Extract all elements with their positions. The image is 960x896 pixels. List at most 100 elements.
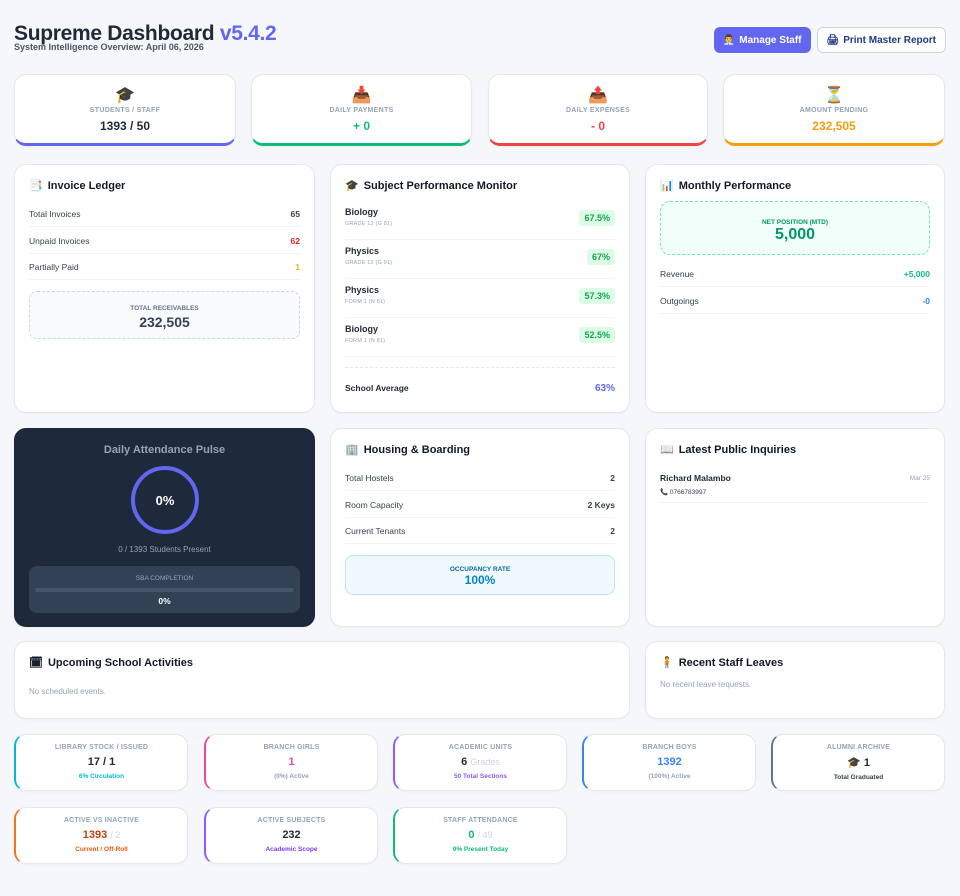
school-average-row: School Average 63% xyxy=(345,375,615,401)
subject-performance-title: Subject Performance Monitor xyxy=(363,179,518,192)
subject-percent-badge: 67.5% xyxy=(579,210,615,226)
row-label: Partially Paid xyxy=(29,261,79,272)
row-label: Room Capacity xyxy=(345,499,404,510)
row-value: 2 xyxy=(610,525,615,536)
mini-main-value: 1393 xyxy=(82,829,108,841)
list-item: Biology FORM 1 (N 81) 52.5% xyxy=(345,318,615,357)
list-item: Revenue +5,000 xyxy=(660,261,930,287)
mini-value: 1 xyxy=(206,756,377,768)
housing-boarding-card: 🏢 Housing & Boarding Total Hostels 2 Roo… xyxy=(330,428,630,627)
card-title: 🗓 Upcoming School Activities xyxy=(29,656,194,670)
mini-value: 1393 / 2 xyxy=(16,829,187,841)
mini-label: ALUMNI ARCHIVE xyxy=(826,744,891,751)
row-value: 62 xyxy=(290,235,300,246)
sba-completion-box: SBA COMPLETION 0% xyxy=(29,566,300,613)
row-value: 65 xyxy=(290,208,300,219)
receivables-value: 232,505 xyxy=(139,314,190,330)
leaves-title: Recent Staff Leaves xyxy=(678,656,784,669)
dashboard-title: Supreme Dashboard xyxy=(14,22,215,45)
mini-value: 6 Grades xyxy=(395,756,566,768)
list-item: Physics GRADE 12 (G 91) 67% xyxy=(345,240,615,279)
mini-label: ACTIVE SUBJECTS xyxy=(257,817,326,824)
activities-title: Upcoming School Activities xyxy=(47,656,194,669)
mini-footer: (0%) Active xyxy=(274,773,309,780)
monthly-performance-title: Monthly Performance xyxy=(678,179,792,192)
inquiry-item[interactable]: Richard Malambo Mar 25 📞 0766783997 xyxy=(660,471,930,503)
receivables-label: TOTAL RECEIVABLES xyxy=(130,305,199,312)
stat-card-amount-pending: ⏳ AMOUNT PENDING 232,505 xyxy=(723,74,945,146)
library-stock-card: LIBRARY STOCK / ISSUED 17 / 1 6% Circula… xyxy=(14,734,188,791)
occupancy-rate-box: OCCUPANCY RATE 100% xyxy=(345,555,615,595)
mini-main-value: 1 xyxy=(288,756,295,768)
inquiries-title: Latest Public Inquiries xyxy=(678,443,797,456)
page-subtitle: System Intelligence Overview: April 06, … xyxy=(14,42,204,52)
printer-icon: 🖨 xyxy=(826,34,840,46)
mini-label: BRANCH GIRLS xyxy=(263,744,320,751)
row-label: Total Invoices xyxy=(29,208,81,219)
inquiry-date: Mar 25 xyxy=(909,475,930,482)
inquiry-name: Richard Malambo xyxy=(660,473,731,483)
subject-percent-badge: 57.3% xyxy=(579,288,615,304)
attendance-title: Daily Attendance Pulse xyxy=(103,444,226,456)
monthly-performance-card: 📊 Monthly Performance NET POSITION (MTD)… xyxy=(645,164,945,413)
public-inquiries-card: 📖 Latest Public Inquiries Richard Malamb… xyxy=(645,428,945,627)
version-label: v5.4.2 xyxy=(219,22,277,45)
subject-name: Biology xyxy=(345,207,378,217)
mini-value: 1392 xyxy=(584,756,755,768)
subject-name: Physics xyxy=(345,285,380,295)
manage-staff-button[interactable]: 👨‍💼 Manage Staff xyxy=(713,27,811,53)
page-title: Supreme Dashboard v5.4.2 xyxy=(14,22,946,46)
mini-label: BRANCH BOYS xyxy=(642,744,697,751)
manage-staff-label: Manage Staff xyxy=(739,34,802,46)
stat-label: DAILY EXPENSES xyxy=(565,107,631,114)
revenue-label: Revenue xyxy=(660,268,695,279)
invoice-ledger-title: Invoice Ledger xyxy=(47,179,126,192)
attendance-ring: 0% xyxy=(131,466,199,534)
phone-number: 0766783997 xyxy=(669,489,707,496)
invoice-ledger-card: 📑 Invoice Ledger Total Invoices 65 Unpai… xyxy=(14,164,315,413)
person-icon: 🧍 xyxy=(660,657,674,669)
net-position-value: 5,000 xyxy=(774,226,816,243)
row-label: Unpaid Invoices xyxy=(29,235,90,246)
inbox-tray-icon: 📥 xyxy=(351,87,372,104)
mini-value: 17 / 1 xyxy=(16,756,187,768)
net-position-label: NET POSITION (MTD) xyxy=(761,219,829,226)
staff-leaves-card: 🧍 Recent Staff Leaves No recent leave re… xyxy=(645,641,945,719)
list-item: Total Invoices 65 xyxy=(29,201,300,227)
mini-label: ACADEMIC UNITS xyxy=(448,744,513,751)
phone-icon: 📞 xyxy=(660,489,669,496)
alumni-archive-card: ALUMNI ARCHIVE 🎓 1 Total Graduated xyxy=(771,734,945,791)
attendance-percent: 0% xyxy=(155,492,175,508)
sba-progress-bar xyxy=(35,588,294,592)
card-title: 🏢 Housing & Boarding xyxy=(345,443,471,457)
building-icon: 🏢 xyxy=(345,444,359,456)
active-inactive-card: ACTIVE VS INACTIVE 1393 / 2 Current / Of… xyxy=(14,807,188,864)
mini-value: 0 / 49 xyxy=(395,829,566,841)
mini-footer: 50 Total Sections xyxy=(454,773,507,780)
stat-card-students-staff: 🎓 STUDENTS / STAFF 1393 / 50 xyxy=(14,74,236,146)
print-report-button[interactable]: 🖨 Print Master Report xyxy=(816,27,946,53)
branch-girls-card: BRANCH GIRLS 1 (0%) Active xyxy=(204,734,378,791)
outgoings-value: -0 xyxy=(922,295,930,306)
list-item: Biology GRADE 12 (G 81) 67.5% xyxy=(345,201,615,240)
list-item: Total Hostels 2 xyxy=(345,465,615,491)
stat-value: - 0 xyxy=(590,119,605,133)
mini-value: 🎓 1 xyxy=(773,756,944,769)
stat-card-daily-expenses: 📤 DAILY EXPENSES - 0 xyxy=(488,74,708,146)
stat-label: DAILY PAYMENTS xyxy=(329,107,394,114)
school-average-value: 63% xyxy=(594,382,615,394)
mini-main-value: 6 xyxy=(461,756,468,768)
school-average-label: School Average xyxy=(345,383,409,393)
stat-label: AMOUNT PENDING xyxy=(799,107,869,114)
mini-main-value: 1392 xyxy=(657,756,682,768)
mini-footer: Academic Scope xyxy=(265,846,318,853)
mini-label: LIBRARY STOCK / ISSUED xyxy=(54,744,149,751)
card-title: 🎓 Subject Performance Monitor xyxy=(345,179,518,193)
housing-title: Housing & Boarding xyxy=(363,443,471,456)
staff-attendance-card: STAFF ATTENDANCE 0 / 49 0% Present Today xyxy=(393,807,567,864)
divider xyxy=(345,367,615,368)
stat-value: 1393 / 50 xyxy=(99,119,151,133)
list-item: Unpaid Invoices 62 xyxy=(29,228,300,254)
mini-suffix: / 2 xyxy=(110,830,121,840)
occupancy-value: 100% xyxy=(464,573,496,587)
